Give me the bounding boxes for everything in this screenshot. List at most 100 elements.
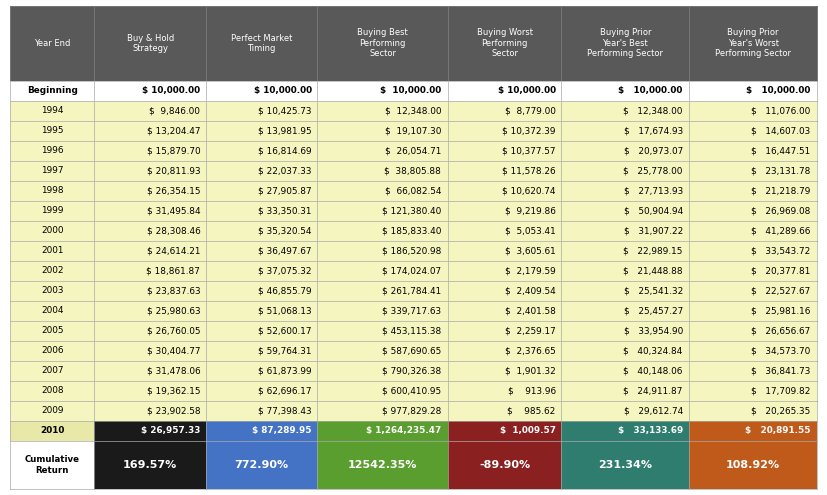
Text: $   25,541.32: $ 25,541.32 xyxy=(624,286,683,296)
Text: $   17,709.82: $ 17,709.82 xyxy=(751,386,810,396)
Text: Year End: Year End xyxy=(34,39,70,48)
Text: 2008: 2008 xyxy=(41,386,64,396)
Text: $ 121,380.40: $ 121,380.40 xyxy=(382,206,442,215)
Text: $   33,543.72: $ 33,543.72 xyxy=(752,247,810,255)
Text: Buying Best
Performing
Sector: Buying Best Performing Sector xyxy=(357,29,408,58)
Text: $  26,054.71: $ 26,054.71 xyxy=(385,147,442,155)
Text: $   22,527.67: $ 22,527.67 xyxy=(752,286,810,296)
Text: 2007: 2007 xyxy=(41,366,64,375)
Text: $  2,179.59: $ 2,179.59 xyxy=(505,266,556,275)
Text: $  3,605.61: $ 3,605.61 xyxy=(505,247,556,255)
Text: 2000: 2000 xyxy=(41,226,64,235)
Text: $ 453,115.38: $ 453,115.38 xyxy=(382,326,442,335)
Text: $ 10,425.73: $ 10,425.73 xyxy=(258,106,312,115)
Text: $   27,713.93: $ 27,713.93 xyxy=(624,186,683,196)
Text: $ 11,578.26: $ 11,578.26 xyxy=(502,166,556,175)
Text: $ 31,478.06: $ 31,478.06 xyxy=(146,366,200,375)
Text: $  1,009.57: $ 1,009.57 xyxy=(500,426,556,435)
Text: $ 46,855.79: $ 46,855.79 xyxy=(258,286,312,296)
Text: $ 77,398.43: $ 77,398.43 xyxy=(258,406,312,415)
Text: $ 37,075.32: $ 37,075.32 xyxy=(258,266,312,275)
Text: 12542.35%: 12542.35% xyxy=(348,460,418,470)
Text: $   25,457.27: $ 25,457.27 xyxy=(624,306,683,315)
Text: 2009: 2009 xyxy=(41,406,64,415)
Text: $ 25,980.63: $ 25,980.63 xyxy=(146,306,200,315)
Text: $ 18,861.87: $ 18,861.87 xyxy=(146,266,200,275)
Text: 2002: 2002 xyxy=(41,266,64,275)
Text: Buy & Hold
Strategy: Buy & Hold Strategy xyxy=(127,34,174,53)
Text: $  10,000.00: $ 10,000.00 xyxy=(380,86,442,96)
Text: 1996: 1996 xyxy=(41,147,64,155)
Text: $   16,447.51: $ 16,447.51 xyxy=(752,147,810,155)
Text: $ 977,829.28: $ 977,829.28 xyxy=(382,406,442,415)
Text: $ 87,289.95: $ 87,289.95 xyxy=(252,426,312,435)
Text: $   14,607.03: $ 14,607.03 xyxy=(752,126,810,135)
Text: $ 26,354.15: $ 26,354.15 xyxy=(147,186,200,196)
Text: $   33,954.90: $ 33,954.90 xyxy=(624,326,683,335)
Text: $ 10,000.00: $ 10,000.00 xyxy=(498,86,556,96)
Text: 2010: 2010 xyxy=(40,426,65,435)
Text: $ 33,350.31: $ 33,350.31 xyxy=(258,206,312,215)
Text: $  5,053.41: $ 5,053.41 xyxy=(505,226,556,235)
Text: $   17,674.93: $ 17,674.93 xyxy=(624,126,683,135)
Text: $   10,000.00: $ 10,000.00 xyxy=(746,86,810,96)
Text: $ 26,760.05: $ 26,760.05 xyxy=(147,326,200,335)
Text: Beginning: Beginning xyxy=(26,86,78,96)
Text: $   24,911.87: $ 24,911.87 xyxy=(624,386,683,396)
Text: Buying Prior
Year's Best
Performing Sector: Buying Prior Year's Best Performing Sect… xyxy=(587,29,663,58)
Text: $ 174,024.07: $ 174,024.07 xyxy=(382,266,442,275)
Text: 1997: 1997 xyxy=(41,166,64,175)
Text: $ 587,690.65: $ 587,690.65 xyxy=(382,346,442,355)
Text: $   36,841.73: $ 36,841.73 xyxy=(751,366,810,375)
Text: $   21,448.88: $ 21,448.88 xyxy=(624,266,683,275)
Text: Buying Worst
Performing
Sector: Buying Worst Performing Sector xyxy=(476,29,533,58)
Text: 2005: 2005 xyxy=(41,326,64,335)
Text: $   25,778.00: $ 25,778.00 xyxy=(624,166,683,175)
Text: $ 19,362.15: $ 19,362.15 xyxy=(147,386,200,396)
Text: $   29,612.74: $ 29,612.74 xyxy=(624,406,683,415)
Text: $  2,401.58: $ 2,401.58 xyxy=(504,306,556,315)
Text: $   31,907.22: $ 31,907.22 xyxy=(624,226,683,235)
Text: 1994: 1994 xyxy=(41,106,64,115)
Text: 2003: 2003 xyxy=(41,286,64,296)
Text: $ 15,879.70: $ 15,879.70 xyxy=(146,147,200,155)
Text: $    913.96: $ 913.96 xyxy=(508,386,556,396)
Text: $ 10,372.39: $ 10,372.39 xyxy=(502,126,556,135)
Text: $   11,076.00: $ 11,076.00 xyxy=(752,106,810,115)
Text: $ 24,614.21: $ 24,614.21 xyxy=(147,247,200,255)
Text: $ 20,811.93: $ 20,811.93 xyxy=(146,166,200,175)
Text: $  38,805.88: $ 38,805.88 xyxy=(385,166,442,175)
Text: $ 10,000.00: $ 10,000.00 xyxy=(142,86,200,96)
Text: 2006: 2006 xyxy=(41,346,64,355)
Text: $ 23,902.58: $ 23,902.58 xyxy=(146,406,200,415)
Text: $ 27,905.87: $ 27,905.87 xyxy=(258,186,312,196)
Text: $ 28,308.46: $ 28,308.46 xyxy=(146,226,200,235)
Text: $ 186,520.98: $ 186,520.98 xyxy=(382,247,442,255)
Text: $   22,989.15: $ 22,989.15 xyxy=(624,247,683,255)
Text: $ 61,873.99: $ 61,873.99 xyxy=(258,366,312,375)
Text: $  2,409.54: $ 2,409.54 xyxy=(505,286,556,296)
Text: 1998: 1998 xyxy=(41,186,64,196)
Text: $   12,348.00: $ 12,348.00 xyxy=(624,106,683,115)
Text: 108.92%: 108.92% xyxy=(726,460,780,470)
Text: $   50,904.94: $ 50,904.94 xyxy=(624,206,683,215)
Text: $  66,082.54: $ 66,082.54 xyxy=(385,186,442,196)
Text: $   23,131.78: $ 23,131.78 xyxy=(751,166,810,175)
Text: $ 10,000.00: $ 10,000.00 xyxy=(254,86,312,96)
Text: Perfect Market
Timing: Perfect Market Timing xyxy=(231,34,293,53)
Text: $   20,973.07: $ 20,973.07 xyxy=(624,147,683,155)
Text: $   41,289.66: $ 41,289.66 xyxy=(751,226,810,235)
Text: $ 16,814.69: $ 16,814.69 xyxy=(258,147,312,155)
Text: $    985.62: $ 985.62 xyxy=(508,406,556,415)
Text: $ 10,620.74: $ 10,620.74 xyxy=(502,186,556,196)
Text: $  12,348.00: $ 12,348.00 xyxy=(385,106,442,115)
Text: $ 30,404.77: $ 30,404.77 xyxy=(147,346,200,355)
Text: $ 23,837.63: $ 23,837.63 xyxy=(146,286,200,296)
Text: $   40,324.84: $ 40,324.84 xyxy=(624,346,683,355)
Text: $   25,981.16: $ 25,981.16 xyxy=(751,306,810,315)
Text: $ 52,600.17: $ 52,600.17 xyxy=(258,326,312,335)
Text: $   20,265.35: $ 20,265.35 xyxy=(752,406,810,415)
Text: $   26,969.08: $ 26,969.08 xyxy=(751,206,810,215)
Text: $ 600,410.95: $ 600,410.95 xyxy=(382,386,442,396)
Text: 1999: 1999 xyxy=(41,206,64,215)
